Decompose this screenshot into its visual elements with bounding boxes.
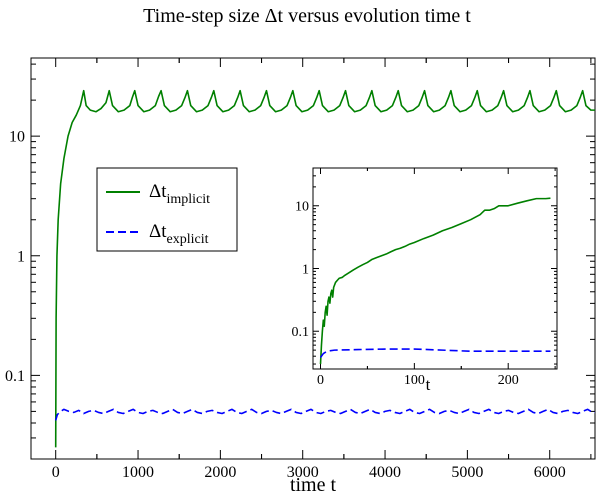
main-x-tick-label: 3000 xyxy=(287,464,319,481)
inset-x-tick-label: 200 xyxy=(498,373,519,388)
x-axis-label: time t xyxy=(290,474,337,496)
main-y-tick-label: 1 xyxy=(17,248,25,265)
inset-series-line-1 xyxy=(319,348,551,359)
inset-axis-ticks: 0 100 200 0.1 1 10 xyxy=(292,168,557,388)
main-x-tick-label: 0 xyxy=(52,464,60,481)
legend-label-explicit-main: Δt xyxy=(149,221,167,242)
inset-plot: 0 100 200 0.1 1 10 t xyxy=(292,167,558,394)
inset-y-tick-label: 10 xyxy=(295,200,309,215)
main-x-tick-label: 6000 xyxy=(534,464,566,481)
main-plot-frame xyxy=(30,57,596,460)
main-x-tick-label: 5000 xyxy=(451,464,483,481)
legend-label-explicit: Δtexplicit xyxy=(149,221,209,247)
main-x-tick-label: 1000 xyxy=(122,464,154,481)
main-x-tick-label: 2000 xyxy=(204,464,236,481)
inset-plot-frame xyxy=(312,167,558,370)
inset-y-tick-label: 0.1 xyxy=(292,325,310,340)
main-y-tick-label: 0.1 xyxy=(5,368,25,385)
legend-label-implicit: Δtimplicit xyxy=(149,181,210,207)
main-series-group xyxy=(54,89,595,448)
main-y-tick-label: 10 xyxy=(9,129,25,146)
inset-series-line-0 xyxy=(319,197,551,365)
inset-x-axis-label: t xyxy=(426,375,431,394)
inset-series-group xyxy=(319,197,551,365)
inset-x-tick-label: 0 xyxy=(317,373,324,388)
legend-label-implicit-main: Δt xyxy=(149,181,167,202)
main-series-explicit xyxy=(54,408,595,421)
main-series-implicit xyxy=(54,89,595,448)
legend: Δtimplicit Δtexplicit xyxy=(96,167,238,252)
legend-label-explicit-sub: explicit xyxy=(167,232,209,247)
chart-title: Time-step size Δt versus evolution time … xyxy=(143,5,471,27)
inset-y-tick-label: 1 xyxy=(302,262,309,277)
inset-x-tick-label: 100 xyxy=(404,373,425,388)
legend-box xyxy=(96,167,238,252)
main-x-tick-label: 4000 xyxy=(369,464,401,481)
legend-label-implicit-sub: implicit xyxy=(167,192,211,207)
